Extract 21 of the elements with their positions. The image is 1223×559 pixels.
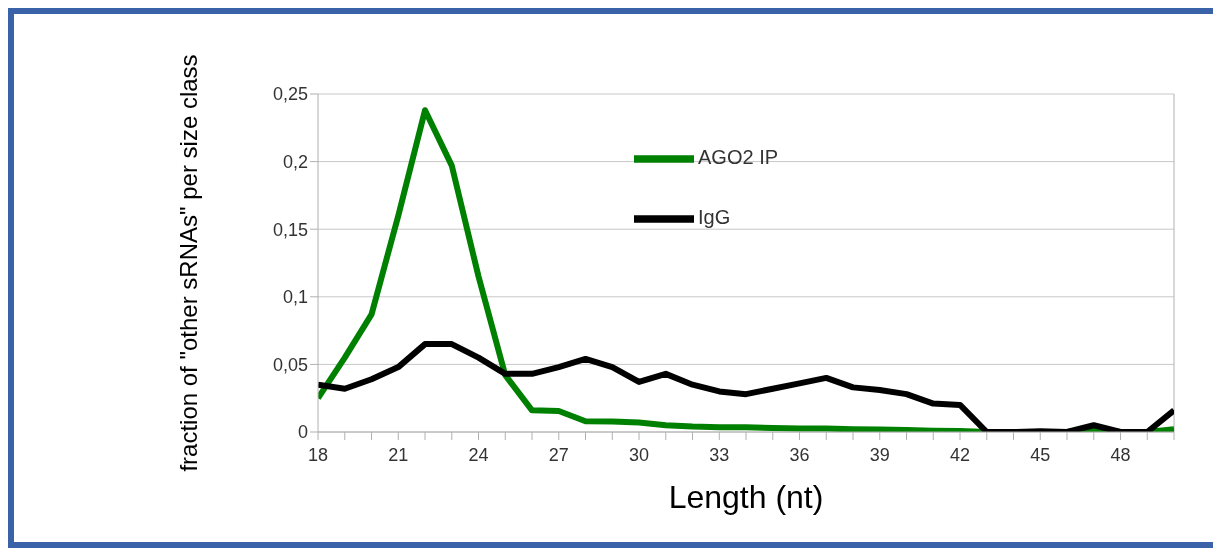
x-tick-label: 48 bbox=[1110, 444, 1131, 465]
legend-label: AGO2 IP bbox=[698, 146, 779, 169]
x-tick-label: 42 bbox=[949, 444, 971, 465]
x-tick-label: 27 bbox=[548, 444, 569, 465]
y-tick-label: 0,25 bbox=[272, 84, 309, 105]
x-tick-label: 33 bbox=[709, 444, 730, 465]
y-tick-label: 0,05 bbox=[272, 354, 309, 375]
y-tick-label: 0,1 bbox=[283, 287, 309, 308]
x-tick-label: 30 bbox=[629, 444, 650, 465]
x-tick-label: 24 bbox=[468, 444, 489, 465]
x-tick-label: 39 bbox=[869, 444, 890, 465]
x-tick-label: 36 bbox=[789, 444, 810, 465]
y-tick-label: 0,2 bbox=[283, 151, 309, 172]
y-tick-label: 0 bbox=[298, 422, 309, 443]
x-tick-label: 21 bbox=[388, 444, 409, 465]
x-axis-title: Length (nt) bbox=[668, 479, 824, 515]
y-axis-title: fraction of "other sRNAs" per size class bbox=[174, 54, 202, 472]
legend-label: IgG bbox=[698, 206, 731, 229]
x-tick-label: 18 bbox=[308, 444, 329, 465]
x-tick-label: 45 bbox=[1030, 444, 1051, 465]
y-tick-label: 0,15 bbox=[272, 219, 309, 240]
